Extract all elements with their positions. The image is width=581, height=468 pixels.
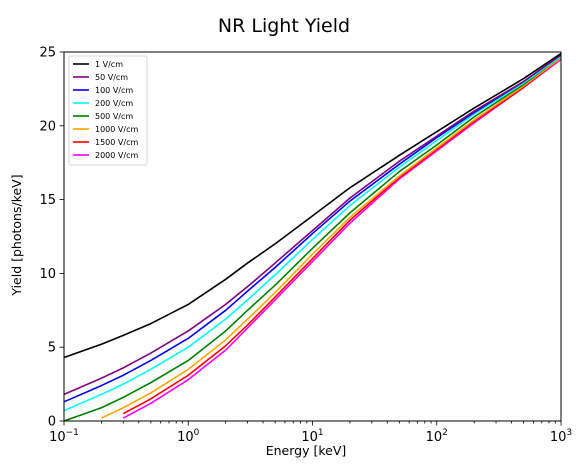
series-line-1000-v-cm xyxy=(101,57,561,419)
series-line-1-v-cm xyxy=(64,52,561,359)
legend-entry: 1500 V/cm xyxy=(95,138,138,147)
y-tick-label: 25 xyxy=(39,46,56,61)
x-tick-label: 101 xyxy=(301,428,323,445)
y-axis-label: Yield [photons/keV] xyxy=(9,174,24,296)
legend-entry: 1000 V/cm xyxy=(95,125,138,134)
series-line-200-v-cm xyxy=(64,55,561,412)
x-tick-label: 10−1 xyxy=(49,428,79,445)
x-axis-label: Energy [keV] xyxy=(266,443,347,458)
x-tick-label: 103 xyxy=(550,428,572,445)
legend-box xyxy=(68,55,148,166)
series-line-1500-v-cm xyxy=(122,57,561,415)
legend-entry: 50 V/cm xyxy=(95,73,128,82)
legend: 1 V/cm 50 V/cm 100 V/cm 200 V/cm 500 V/cm 100… xyxy=(68,55,148,166)
x-tick-label: 100 xyxy=(177,428,200,445)
legend-entry: 500 V/cm xyxy=(95,112,133,121)
y-tick-label: 0 xyxy=(48,415,56,430)
x-axis: 10−1 100 101 102 103 xyxy=(49,421,572,445)
legend-entry: 200 V/cm xyxy=(95,99,133,108)
series-line-500-v-cm xyxy=(64,55,561,421)
chart-title: NR Light Yield xyxy=(218,15,350,37)
series-line-100-v-cm xyxy=(64,54,561,403)
legend-entry: 100 V/cm xyxy=(95,86,133,95)
series-line-50-v-cm xyxy=(64,54,561,396)
y-tick-label: 20 xyxy=(39,119,56,134)
y-tick-label: 10 xyxy=(39,267,56,282)
y-tick-label: 15 xyxy=(39,193,56,208)
x-tick-label: 102 xyxy=(426,428,448,445)
plot-area xyxy=(64,52,561,421)
legend-entry: 2000 V/cm xyxy=(95,151,138,160)
y-tick-label: 5 xyxy=(48,341,56,356)
legend-entry: 1 V/cm xyxy=(95,60,123,69)
y-axis: 0 5 10 15 20 25 xyxy=(39,46,64,430)
series-line-2000-v-cm xyxy=(122,58,561,419)
plot-frame xyxy=(63,51,562,422)
